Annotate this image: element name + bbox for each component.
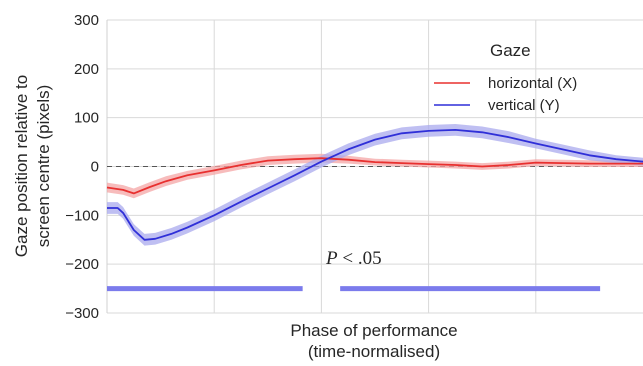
y-axis-label-line1: Gaze position relative to: [12, 75, 31, 257]
significance-threshold: < .05: [342, 248, 381, 269]
y-tick-label: 0: [91, 159, 99, 176]
grid-layer: [106, 19, 643, 314]
y-axis-label-line2: screen centre (pixels): [34, 85, 53, 248]
significance-label: P < .05: [325, 248, 382, 269]
confidence-band-vertical: [107, 124, 643, 246]
y-tick-labels: −300 −200 −100 0 100 200 300: [65, 12, 99, 322]
series-lines: [106, 128, 643, 241]
y-tick-label: 100: [74, 110, 99, 127]
series-line-vertical: [107, 128, 643, 241]
series-line-horizontal: [106, 157, 643, 195]
significance-p: P: [325, 248, 338, 269]
legend-title: Gaze: [490, 41, 531, 60]
legend-label-horizontal: horizontal (X): [488, 75, 577, 92]
legend: Gaze horizontal (X) vertical (Y): [434, 41, 577, 114]
x-axis-label-line2: (time-normalised): [308, 342, 440, 361]
y-tick-label: −100: [65, 207, 99, 224]
y-tick-label: 300: [74, 12, 99, 29]
legend-label-vertical: vertical (Y): [488, 97, 560, 114]
y-tick-label: −200: [65, 256, 99, 273]
y-tick-label: 200: [74, 61, 99, 78]
x-axis-label-line1: Phase of performance: [290, 321, 457, 340]
y-tick-label: −300: [65, 305, 99, 322]
